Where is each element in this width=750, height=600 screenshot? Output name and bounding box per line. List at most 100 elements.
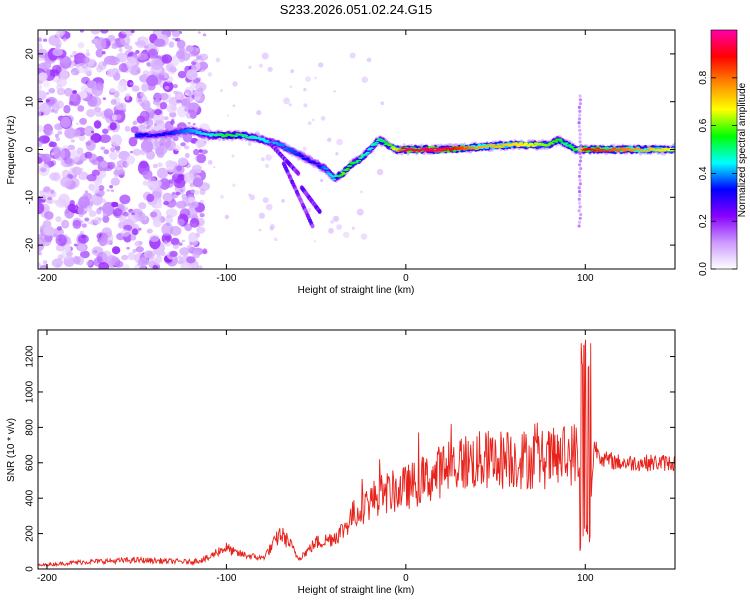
- noise-blob: [171, 30, 181, 38]
- snr-y-label: SNR (10 * v/v): [6, 418, 17, 482]
- noise-blob: [111, 246, 121, 255]
- noise-blob: [103, 149, 110, 155]
- noise-blob: [192, 177, 204, 188]
- spike-cell: [577, 121, 581, 125]
- noise-blob: [109, 88, 116, 93]
- ridge-cell: [390, 146, 396, 148]
- noise-blob: [52, 145, 60, 153]
- spike-cell: [578, 190, 582, 194]
- noise-blob: [154, 109, 163, 116]
- noise-blob: [210, 139, 213, 142]
- ridge-cell: [327, 173, 333, 176]
- spike-cell: [578, 132, 582, 136]
- noise-blob: [115, 114, 122, 121]
- noise-blob: [356, 208, 364, 216]
- ridge-cell: [557, 138, 563, 141]
- ridge-cell: [197, 130, 202, 133]
- noise-blob: [177, 157, 188, 167]
- noise-blob: [193, 58, 199, 63]
- y-tick-label: 20: [25, 48, 36, 60]
- ridge-layer: [134, 128, 675, 181]
- cb-tick-label: 0.0: [698, 262, 709, 276]
- cb-tick-label: 0.8: [698, 70, 709, 84]
- noise-blob: [176, 99, 182, 104]
- spike-cell: [578, 159, 583, 163]
- noise-blob: [38, 111, 42, 117]
- ridge-cell: [345, 168, 350, 170]
- y-tick-label: 600: [25, 454, 36, 471]
- noise-blob: [52, 199, 58, 204]
- noise-blob: [86, 205, 93, 212]
- noise-blob: [57, 130, 63, 135]
- noise-blob: [72, 128, 81, 138]
- ridge-cell: [516, 145, 521, 147]
- noise-blob: [197, 31, 201, 34]
- noise-blob: [48, 87, 56, 94]
- spike-cell: [578, 216, 582, 220]
- spike-cell: [578, 102, 583, 106]
- x-tick-label: 100: [577, 273, 594, 284]
- noise-blob: [175, 54, 179, 57]
- snr-panel: -200 -100 0 100 0 200 400 600 800 1000 1200 Heigh…: [6, 329, 676, 596]
- noise-blob: [262, 197, 269, 204]
- noise-blob: [121, 254, 129, 261]
- noise-blob: [42, 260, 48, 265]
- noise-blob: [159, 178, 171, 190]
- ridge-cell: [570, 145, 575, 148]
- noise-blob: [141, 139, 153, 153]
- colorbar-label: Normalized spectral amplitude: [737, 82, 748, 217]
- spike-cell: [578, 178, 582, 182]
- noise-blob: [101, 250, 112, 262]
- noise-blob: [86, 109, 96, 118]
- noise-blob: [81, 223, 87, 228]
- noise-blob: [336, 138, 343, 146]
- noise-blob: [103, 108, 114, 119]
- x-tick-label: 0: [403, 573, 409, 584]
- noise-blob: [38, 90, 47, 101]
- ridge-cell: [620, 147, 625, 150]
- ridge-cell: [443, 149, 448, 151]
- noise-blob: [186, 69, 198, 81]
- x-tick-label: 0: [403, 273, 409, 284]
- noise-blob: [63, 104, 71, 114]
- noise-blob: [138, 257, 150, 266]
- noise-blob: [45, 99, 50, 103]
- noise-blob: [163, 116, 169, 121]
- noise-blob: [187, 214, 192, 219]
- ridge-cell: [300, 155, 305, 158]
- ridge-cell: [399, 149, 404, 152]
- noise-blob: [330, 220, 334, 224]
- noise-blob: [91, 83, 104, 97]
- noise-blob: [43, 38, 48, 42]
- noise-blob: [305, 76, 311, 82]
- noise-blob: [318, 62, 324, 68]
- y-tick-label: -20: [25, 237, 36, 252]
- noise-blob: [43, 225, 55, 236]
- noise-blob: [265, 154, 272, 161]
- ridge-cell: [513, 142, 519, 145]
- spike-cell: [578, 113, 582, 117]
- noise-blob: [261, 157, 265, 162]
- noise-blob: [54, 110, 58, 114]
- ridge-cell: [278, 143, 284, 146]
- spike-cell: [577, 197, 581, 201]
- noise-blob: [194, 190, 200, 195]
- noise-blob: [248, 193, 252, 197]
- ridge-cell: [424, 147, 429, 150]
- noise-blob: [256, 110, 262, 116]
- noise-blob: [104, 206, 114, 215]
- noise-blob: [88, 210, 97, 217]
- noise-blob: [49, 172, 60, 181]
- noise-blob: [302, 146, 307, 151]
- ridge-cell: [496, 144, 501, 146]
- noise-blob: [189, 217, 200, 228]
- noise-blob: [102, 51, 106, 55]
- noise-blob: [139, 110, 150, 122]
- noise-blob: [189, 111, 197, 119]
- noise-blob: [104, 55, 116, 65]
- spike-cell: [578, 170, 582, 174]
- ridge-cell: [315, 162, 320, 165]
- spike-cell: [578, 163, 582, 167]
- noise-blob: [79, 220, 84, 224]
